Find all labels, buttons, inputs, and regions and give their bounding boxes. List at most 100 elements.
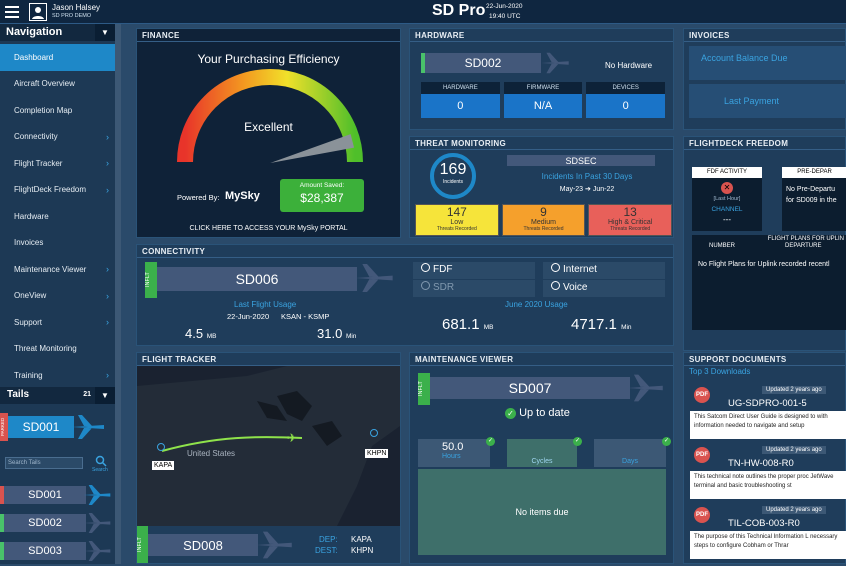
mysky-portal-link[interactable]: CLICK HERE TO ACCESS YOUR MySky PORTAL: [189, 225, 348, 232]
maint-tail[interactable]: SD007: [430, 377, 630, 399]
hardware-kpi[interactable]: DEVICES 0: [586, 82, 666, 118]
days-box: Days: [594, 439, 666, 467]
threat-tail[interactable]: SDSEC: [507, 155, 655, 166]
service-sdr[interactable]: SDR: [413, 280, 535, 297]
tracker-tail[interactable]: SD008: [148, 534, 258, 556]
sidebar-item-flightdeck-freedom[interactable]: FlightDeck Freedom ›: [0, 177, 115, 204]
fdf-activity-label: FDF ACTIVITY: [692, 167, 762, 178]
menu-icon[interactable]: [5, 6, 19, 18]
sidebar-item-flight-tracker[interactable]: Flight Tracker ›: [0, 150, 115, 177]
parked-tail-label: SD001: [8, 416, 74, 438]
threat-sub: Threats Recorded: [610, 226, 651, 232]
chevron-down-icon[interactable]: ▼: [95, 387, 115, 404]
month-min-value: 4717.1: [571, 316, 617, 333]
threat-panel: THREAT MONITORING 169 Incidents SDSEC In…: [409, 136, 674, 238]
amount-saved-value: $28,387: [300, 191, 344, 205]
month-usage: June 2020 Usage: [505, 300, 568, 309]
hardware-panel: HARDWARE SD002 No Hardware HARDWARE 0 FIRM…: [409, 28, 674, 130]
pdf-icon: PDF: [694, 507, 710, 523]
connectivity-tail[interactable]: SD006: [157, 267, 357, 291]
last-flight-usage: Last Flight Usage: [234, 300, 297, 309]
brand-logo: SD Pro: [432, 2, 486, 19]
sidebar-item-hardware[interactable]: Hardware: [0, 203, 115, 230]
account-balance[interactable]: Account Balance Due: [689, 46, 846, 80]
search-tails[interactable]: Search Tails: [5, 457, 83, 469]
sidebar-item-label: Training: [14, 370, 43, 380]
hardware-tail[interactable]: SD002: [421, 53, 541, 73]
sidebar-item-oneview[interactable]: OneView ›: [0, 283, 115, 310]
sidebar-item-support[interactable]: Support ›: [0, 309, 115, 336]
panel-title: FLIGHTDECK FREEDOM: [684, 137, 845, 150]
header-time: 19:40 UTC: [489, 13, 521, 20]
finance-panel: FINANCE Your Purchasing Efficiency Excel…: [136, 28, 401, 238]
nav-title: Navigation: [6, 26, 63, 38]
kpi-value: N/A: [503, 94, 583, 118]
tail-item[interactable]: SD003: [0, 538, 115, 566]
sidebar-item-invoices[interactable]: Invoices: [0, 230, 115, 257]
range-to: Jun-22: [592, 186, 615, 193]
threat-level[interactable]: 9 Medium Threats Recorded: [501, 204, 586, 236]
tails-title: Tails: [7, 389, 30, 400]
tails-count: 21: [83, 391, 91, 398]
sidebar-item-maintenance-viewer[interactable]: Maintenance Viewer ›: [0, 256, 115, 283]
panel-title: INVOICES: [684, 29, 845, 42]
nav-header[interactable]: Navigation ▼: [0, 24, 115, 41]
support-doc[interactable]: PDF Updated 2 years ago TN-HW-008-R0 This t…: [690, 445, 846, 501]
support-doc[interactable]: PDF Updated 2 years ago UG-SDPRO-001-5 This…: [690, 385, 846, 441]
kpi-value: 0: [421, 94, 500, 118]
origin-marker[interactable]: [157, 443, 165, 451]
flight-plans-title: FLIGHT PLANS FOR UPLIN: [767, 236, 844, 242]
hardware-kpi[interactable]: FIRMWARE N/A: [503, 82, 583, 118]
service-fdf[interactable]: FDF: [413, 262, 535, 279]
map[interactable]: [137, 366, 400, 526]
amount-saved-label: Amount Saved:: [299, 182, 345, 189]
last-flight-date: 22-Jun-2020: [227, 312, 270, 321]
sidebar-item-aircraft-overview[interactable]: Aircraft Overview: [0, 71, 115, 98]
search-icon[interactable]: [95, 454, 107, 467]
doc-desc: This Satcom Direct User Guide is designe…: [690, 411, 846, 439]
dest-marker[interactable]: [370, 429, 378, 437]
airplane-icon: [541, 52, 569, 74]
service-voice[interactable]: Voice: [543, 280, 665, 297]
hardware-kpi[interactable]: HARDWARE 0: [421, 82, 500, 118]
connectivity-panel: CONNECTIVITY INFLT SD006 Last Flight Usa…: [136, 244, 674, 346]
month-mb-value: 681.1: [442, 316, 480, 333]
sidebar-item-threat-monitoring[interactable]: Threat Monitoring: [0, 336, 115, 363]
radio-icon: [551, 263, 560, 272]
doc-desc: The purpose of this Technical Informatio…: [690, 531, 846, 559]
nav-list: Dashboard Aircraft Overview Completion Map…: [0, 44, 115, 389]
doc-updated: Updated 2 years ago: [762, 386, 826, 394]
user-name: Jason Halsey: [52, 3, 101, 12]
kpi-label: HARDWARE: [421, 82, 500, 94]
sidebar-item-label: Completion Map: [14, 105, 73, 115]
threat-level[interactable]: 13 High & Critical Threats Recorded: [588, 204, 673, 236]
last-hour: [Last Hour]: [713, 196, 741, 202]
chevron-right-icon: ›: [106, 131, 109, 142]
threat-level-label: Low: [450, 219, 464, 226]
radio-icon: [421, 281, 430, 290]
last-payment[interactable]: Last Payment: [689, 84, 846, 118]
sidebar: Navigation ▼ Dashboard Aircraft Overview C…: [0, 24, 115, 564]
plans-header: NUMBER DEPARTURE: [692, 243, 846, 253]
tail-item[interactable]: SD001: [0, 482, 115, 510]
incident-label: Incidents: [442, 179, 463, 185]
panel-title: CONNECTIVITY: [137, 245, 673, 258]
sidebar-item-dashboard[interactable]: Dashboard: [0, 44, 115, 71]
search-label: Search: [92, 467, 108, 473]
sidebar-scrollbar[interactable]: [115, 24, 121, 564]
service-internet[interactable]: Internet: [543, 262, 665, 279]
threat-sub: Threats Recorded: [523, 226, 564, 232]
avatar[interactable]: [29, 3, 47, 21]
threat-level[interactable]: 147 Low Threats Recorded: [415, 204, 499, 236]
sidebar-item-connectivity[interactable]: Connectivity ›: [0, 124, 115, 151]
range-from: May-23: [559, 186, 584, 193]
support-doc[interactable]: PDF Updated 2 years ago TIL-COB-003-R0 The …: [690, 505, 846, 561]
inflight-badge: INFLT: [418, 373, 430, 405]
parked-tail[interactable]: PARKED SD001: [0, 413, 108, 441]
chevron-down-icon[interactable]: ▼: [95, 24, 115, 41]
tail-item[interactable]: SD002: [0, 510, 115, 538]
sidebar-item-training[interactable]: Training ›: [0, 362, 115, 389]
tail-status-strip: [0, 542, 4, 560]
last-flight-mb: 4.5 MB: [185, 326, 216, 341]
sidebar-item-completion-map[interactable]: Completion Map: [0, 97, 115, 124]
